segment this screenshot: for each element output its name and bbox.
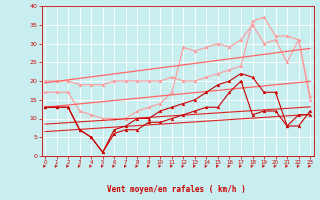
Text: Vent moyen/en rafales ( km/h ): Vent moyen/en rafales ( km/h ) [107, 185, 245, 194]
